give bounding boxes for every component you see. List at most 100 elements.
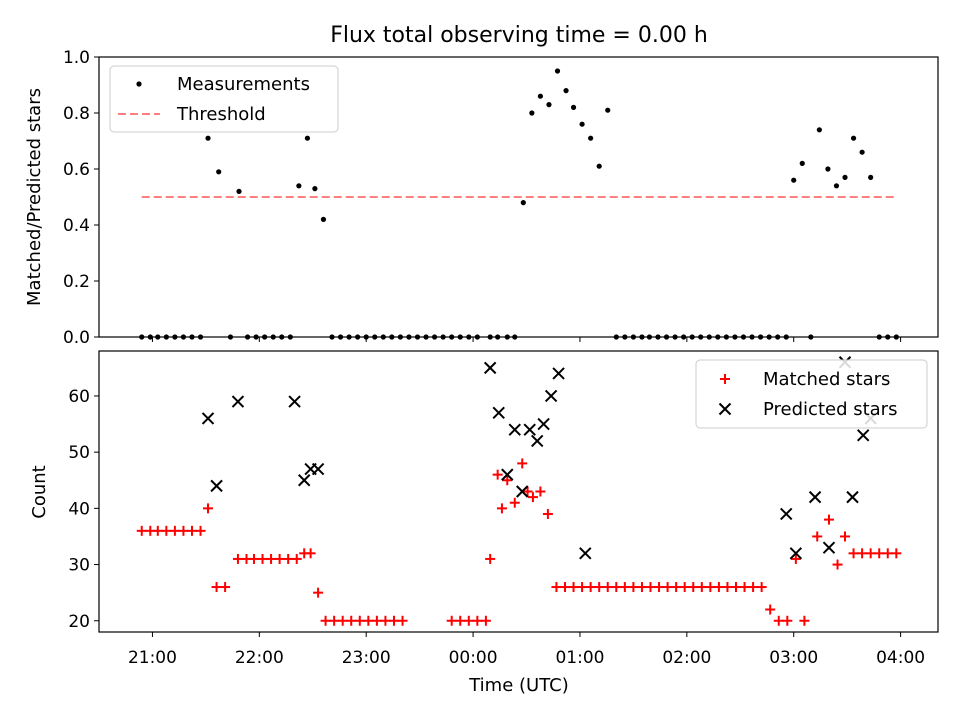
matched-star-point — [517, 458, 528, 469]
measurement-point — [244, 334, 251, 340]
legend-threshold-label: Threshold — [176, 104, 266, 125]
legend-matched-label: Matched stars — [763, 369, 890, 390]
measurement-point — [389, 334, 395, 340]
matched-star-point — [502, 475, 513, 486]
predicted-star-point — [508, 423, 521, 436]
measurement-point — [799, 160, 805, 166]
matched-star-point — [480, 615, 491, 626]
measurement-point — [329, 334, 335, 340]
matched-star-point — [765, 604, 776, 615]
matched-star-point — [446, 615, 457, 626]
matched-star-point — [628, 582, 639, 593]
measurement-point — [414, 334, 421, 340]
matched-star-point — [152, 525, 163, 536]
measurement-point — [689, 334, 695, 340]
measurement-point — [681, 334, 687, 340]
matched-star-point — [773, 615, 784, 626]
matched-star-point — [496, 503, 507, 514]
measurement-point — [304, 135, 311, 141]
x-tick-label: 02:00 — [662, 648, 711, 668]
x-tick-label: 04:00 — [876, 648, 925, 668]
bottom-y-tick-label: 50 — [68, 443, 90, 463]
measurement-point — [432, 334, 438, 340]
top-y-axis-label: Matched/Predicted stars — [24, 88, 45, 306]
predicted-star-point — [483, 361, 497, 375]
measurement-point — [706, 334, 712, 340]
matched-star-point — [611, 582, 622, 593]
predicted-star-point — [298, 474, 311, 487]
matched-star-point — [485, 553, 496, 564]
measurement-point — [372, 334, 378, 340]
measurement-point — [723, 334, 729, 340]
bottom-x-axis-label: Time (UTC) — [468, 675, 569, 696]
matched-star-point — [636, 582, 647, 593]
measurement-point — [655, 334, 661, 340]
predicted-star-point — [552, 367, 565, 380]
matched-star-point — [509, 497, 520, 508]
measurement-point — [139, 334, 145, 340]
measurement-point — [663, 334, 670, 340]
measurement-point — [337, 334, 344, 340]
measurement-point — [512, 334, 518, 340]
matched-star-point — [568, 582, 579, 593]
matched-star-point — [823, 514, 834, 525]
measurement-point — [672, 334, 678, 340]
chart-legends: Measurements Threshold Matched stars Predic… — [109, 65, 928, 429]
matched-star-point — [756, 582, 767, 593]
predicted-star-point — [846, 490, 859, 504]
matched-star-point — [857, 548, 868, 559]
legend-predicted-label: Predicted stars — [763, 399, 897, 420]
matched-star-point — [274, 553, 285, 564]
predicted-star-point — [523, 423, 536, 436]
measurement-point — [732, 334, 738, 340]
bottom-y-tick-label: 30 — [68, 556, 90, 576]
measurement-point — [850, 135, 857, 141]
predicted-x-b — [201, 412, 215, 425]
matched-star-point — [248, 553, 259, 564]
predicted-star-point — [537, 417, 550, 431]
measurement-point — [147, 334, 153, 340]
predicted-x-b — [516, 485, 529, 498]
matched-star-point — [874, 548, 885, 559]
measurement-point — [630, 334, 636, 340]
matched-star-point — [313, 587, 324, 598]
measurement-point — [740, 334, 747, 340]
measurement-point — [216, 169, 222, 175]
bottom-legend-box — [695, 359, 928, 429]
measurement-point — [287, 334, 293, 340]
measurement-point — [791, 177, 797, 183]
matched-star-point — [696, 582, 707, 593]
matched-star-point — [739, 582, 750, 593]
matched-star-point — [346, 615, 357, 626]
predicted-star-point — [808, 490, 822, 504]
top-y-tick-label: 0.4 — [63, 216, 90, 236]
matched-star-point — [329, 615, 340, 626]
x-tick-label: 00:00 — [449, 648, 498, 668]
top-y-tick-label: 1.0 — [63, 48, 90, 68]
matched-star-point — [662, 582, 673, 593]
matched-star-point — [232, 553, 243, 564]
measurement-point — [715, 334, 721, 340]
measurement-point — [355, 334, 361, 340]
measurement-point — [859, 149, 865, 155]
matched-star-point — [211, 582, 222, 593]
measurement-point — [440, 334, 446, 340]
measurement-point — [893, 334, 899, 340]
measurement-point — [253, 334, 259, 340]
x-tick-label: 01:00 — [555, 648, 604, 668]
measurement-point — [180, 334, 187, 340]
predicted-x-b — [288, 395, 301, 408]
measurement-point — [885, 334, 891, 340]
matched-star-point — [865, 548, 876, 559]
matched-star-point — [371, 615, 382, 626]
measurement-point — [808, 334, 814, 340]
top-y-tick-label: 0.6 — [63, 160, 90, 180]
bottom-axes-group: 20 30 40 50 60 21:00 22:00 23:00 00:00 01:00 02:00… — [68, 350, 939, 668]
predicted-x-b — [579, 547, 592, 560]
measurement-point — [380, 334, 386, 340]
matched-star-point — [169, 525, 180, 536]
matched-star-point — [722, 582, 733, 593]
measurement-point — [296, 183, 302, 189]
measurement-point — [775, 334, 781, 340]
predicted-x-b — [789, 547, 803, 560]
